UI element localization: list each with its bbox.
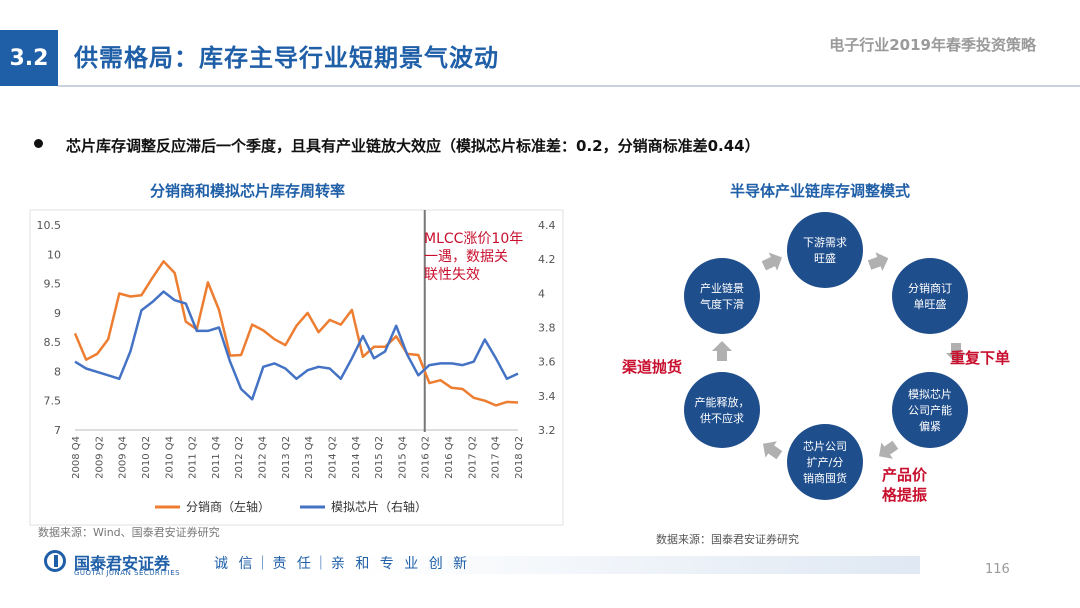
x-axis-tick-label: 2013 Q2 — [281, 436, 292, 479]
cycle-node-label: 分销商订 — [908, 281, 952, 295]
right-diagram-source: 数据来源：国泰君安证券研究 — [656, 533, 799, 546]
turnover-line-chart: 10.5 10 9.5 9 8.5 8 7.5 7 4.4 4.2 4 3.8 3.6 3.4 3.2 2… — [29, 209, 564, 526]
cycle-node-label: 芯片公司 — [803, 439, 847, 453]
cycle-node-label: 气度下滑 — [700, 297, 744, 311]
right-axis-tick-label: 4.2 — [538, 253, 556, 266]
footer-band — [360, 556, 920, 574]
left-chart-title: 分销商和模拟芯片库存周转率 — [150, 182, 346, 200]
left-axis-tick-label: 10.5 — [37, 219, 62, 232]
right-axis-ticks: 4.4 4.2 4 3.8 3.6 3.4 3.2 — [538, 219, 556, 437]
section-number: 3.2 — [0, 30, 58, 86]
cycle-node-label: 产能释放， — [695, 395, 750, 409]
company-name-en: GUOTAI JUNAN SECURITIES — [74, 569, 181, 577]
cycle-arrow-icon — [867, 252, 889, 272]
x-axis-tick-label: 2012 Q2 — [234, 436, 245, 479]
right-diagram-title: 半导体产业链库存调整模式 — [730, 182, 911, 200]
cycle-node — [892, 258, 968, 334]
company-slogan: 诚 信｜责 任｜亲 和 专 业 创 新 — [214, 556, 471, 572]
x-axis-tick-label: 2011 Q2 — [188, 436, 199, 479]
company-logo-icon — [44, 550, 66, 572]
x-axis-tick-label: 2008 Q4 — [71, 436, 82, 479]
label-channel-dump: 渠道抛货 — [622, 358, 682, 376]
series-line-distributor — [73, 260, 519, 407]
left-axis-tick-label: 7 — [54, 424, 61, 437]
report-title: 电子行业2019年春季投资策略 — [829, 36, 1036, 54]
x-axis-tick-label: 2017 Q2 — [467, 436, 478, 479]
x-axis-tick-label: 2014 Q4 — [351, 436, 362, 479]
right-axis-tick-label: 4 — [538, 287, 545, 300]
left-axis-ticks: 10.5 10 9.5 9 8.5 8 7.5 7 — [37, 219, 62, 437]
legend-label-analog-chip: 模拟芯片（右轴） — [331, 499, 427, 514]
x-axis-tick-label: 2009 Q4 — [118, 436, 129, 479]
x-axis-tick-label: 2016 Q4 — [444, 436, 455, 479]
page-title: 供需格局：库存主导行业短期景气波动 — [74, 44, 499, 72]
cycle-arrow-icon — [761, 252, 782, 271]
left-axis-tick-label: 7.5 — [44, 395, 62, 408]
cycle-node-label: 产业链景 — [700, 281, 744, 295]
right-axis-tick-label: 3.6 — [538, 356, 556, 369]
cycle-arrow-icon — [878, 440, 899, 459]
x-axis-tick-label: 2011 Q4 — [211, 436, 222, 479]
right-axis-tick-label: 3.4 — [538, 390, 556, 403]
bullet-icon — [34, 139, 43, 148]
x-axis-tick-label: 2016 Q2 — [421, 436, 432, 479]
company-name: 国泰君安证券 — [74, 554, 171, 573]
x-axis-tick-label: 2014 Q2 — [327, 436, 338, 479]
cycle-arrow-icon — [712, 341, 732, 361]
x-axis-tick-label: 2012 Q4 — [258, 436, 269, 479]
annotation-line-1: MLCC涨价10年 — [424, 231, 523, 247]
header-divider — [58, 85, 1080, 87]
cycle-node-label: 旺盛 — [814, 251, 836, 265]
label-repeat-order: 重复下单 — [950, 349, 1010, 367]
right-axis-tick-label: 3.2 — [538, 424, 556, 437]
cycle-node — [892, 372, 968, 448]
cycle-arrows — [712, 252, 966, 460]
left-axis-tick-label: 9.5 — [44, 278, 62, 291]
x-axis-tick-label: 2018 Q2 — [514, 436, 525, 479]
cycle-node-label: 下游需求 — [803, 236, 847, 249]
right-axis-tick-label: 4.4 — [538, 219, 556, 232]
annotation-line-3: 联性失效 — [424, 267, 480, 283]
cycle-arrow-icon — [762, 441, 783, 460]
left-axis-tick-label: 8.5 — [44, 336, 62, 349]
x-axis-tick-label: 2009 Q2 — [94, 436, 105, 479]
series-line-analog-chip — [74, 290, 519, 401]
cycle-node-label: 销商囤货 — [803, 471, 847, 485]
left-axis-tick-label: 10 — [47, 248, 61, 261]
right-axis-tick-label: 3.8 — [538, 322, 556, 335]
cycle-node — [684, 258, 760, 334]
cycle-node-label: 公司产能 — [908, 403, 952, 417]
chart-frame — [29, 209, 564, 526]
x-axis-ticks: 2008 Q4 2009 Q2 2009 Q4 2010 Q2 2010 Q4 2011 … — [71, 436, 525, 479]
cycle-node — [787, 424, 863, 500]
annotation-line-2: 一遇，数据关 — [424, 249, 508, 265]
x-axis-tick-label: 2013 Q4 — [304, 436, 315, 479]
cycle-node-label: 偏紧 — [919, 419, 941, 433]
cycle-node-label: 扩产/分 — [807, 455, 844, 469]
cycle-node — [787, 212, 863, 288]
x-axis-tick-label: 2010 Q4 — [164, 436, 175, 479]
cycle-arrow-icon — [946, 343, 966, 363]
left-chart-source: 数据来源：Wind、国泰君安证券研究 — [38, 526, 220, 539]
page-number: 116 — [985, 562, 1010, 577]
x-axis-tick-label: 2010 Q2 — [141, 436, 152, 479]
x-axis-tick-label: 2015 Q4 — [397, 436, 408, 479]
left-axis-tick-label: 9 — [54, 307, 61, 320]
x-axis-tick-label: 2017 Q4 — [491, 436, 502, 479]
cycle-node — [684, 372, 760, 448]
label-price-up-line-1: 产品价 — [882, 466, 928, 484]
legend-label-distributor: 分销商（左轴） — [186, 499, 270, 514]
x-axis-tick-label: 2015 Q2 — [374, 436, 385, 479]
left-axis-tick-label: 8 — [54, 365, 61, 378]
cycle-node-label: 模拟芯片 — [908, 387, 952, 401]
label-price-up-line-2: 格提振 — [882, 486, 927, 504]
bullet-text: 芯片库存调整反应滞后一个季度，且具有产业链放大效应（模拟芯片标准差：0.2，分销… — [66, 137, 760, 155]
cycle-node-label: 单旺盛 — [914, 297, 947, 311]
cycle-node-label: 供不应求 — [700, 411, 744, 425]
